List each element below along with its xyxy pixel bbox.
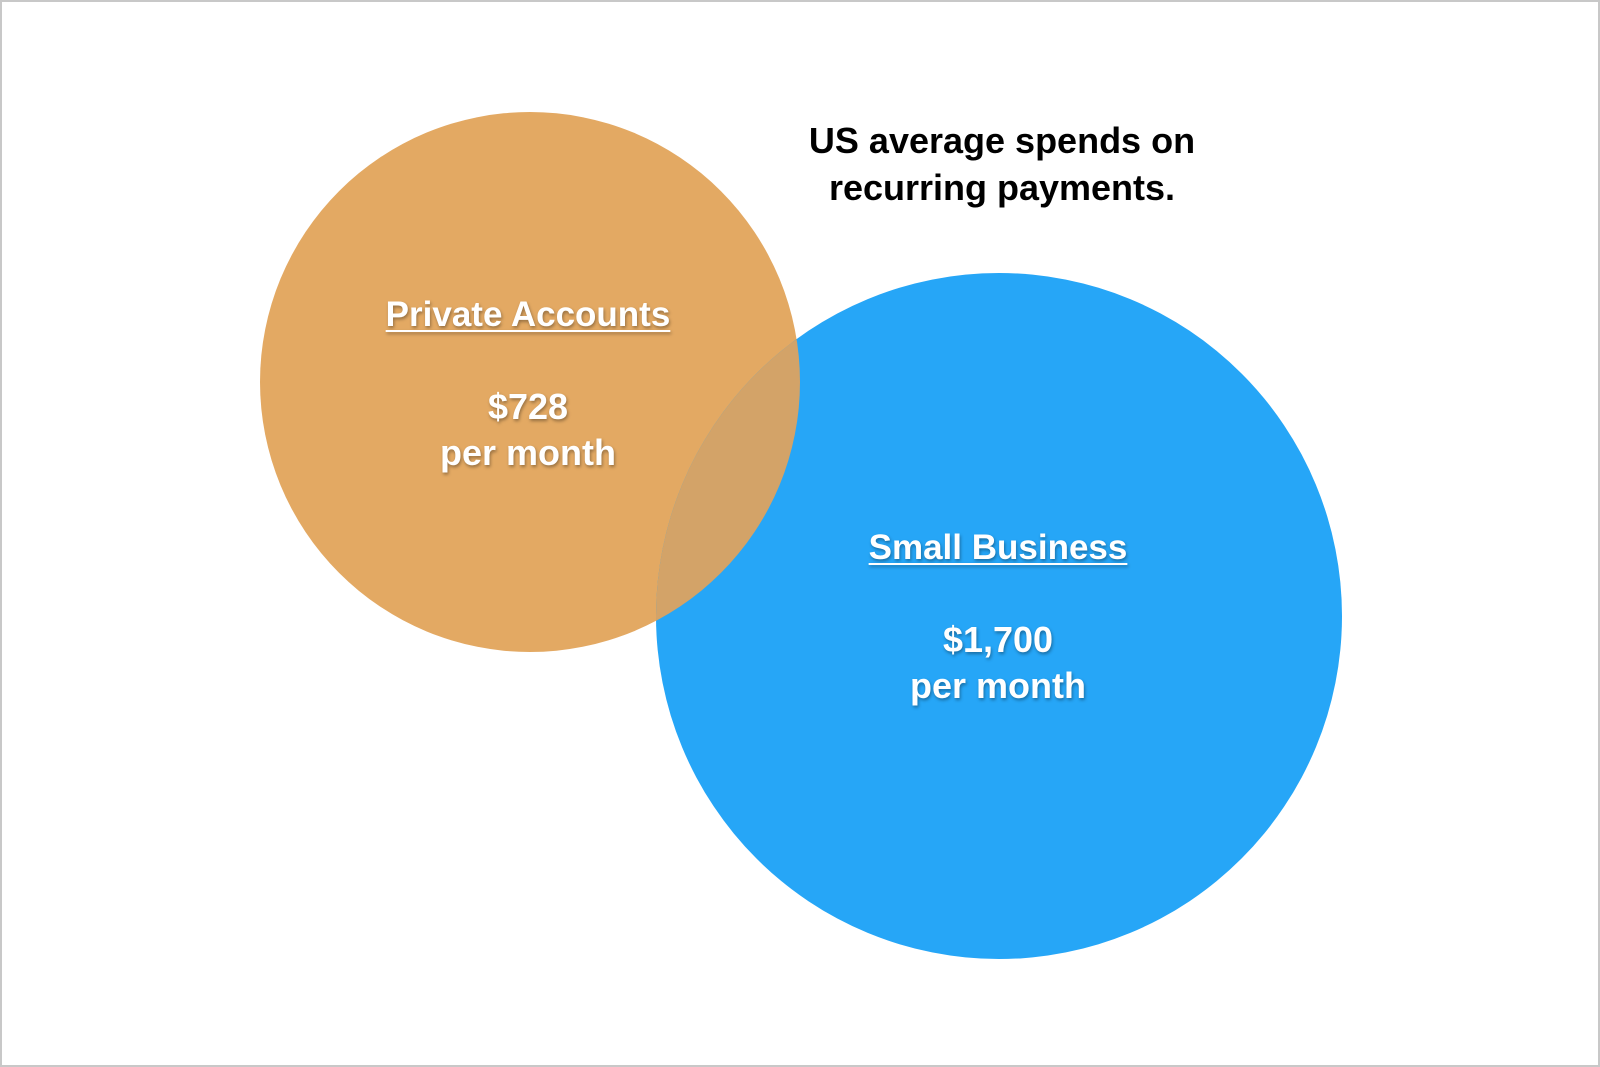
- small-business-name: Small Business: [868, 528, 1128, 567]
- small-business-period: per month: [910, 665, 1086, 706]
- private-accounts-circle: [260, 112, 800, 652]
- private-accounts-amount: $728: [487, 386, 569, 427]
- private-accounts-name: Private Accounts: [385, 295, 671, 334]
- small-business-label: Small Business $1,700 per month: [798, 527, 1198, 709]
- title-line-2: recurring payments.: [828, 167, 1176, 208]
- diagram-title: US average spends on recurring payments.: [732, 117, 1272, 211]
- private-accounts-label: Private Accounts $728 per month: [328, 294, 728, 476]
- title-line-1: US average spends on: [808, 120, 1196, 161]
- private-accounts-period: per month: [440, 432, 616, 473]
- small-business-amount: $1,700: [942, 619, 1054, 660]
- small-business-circle: [656, 273, 1342, 959]
